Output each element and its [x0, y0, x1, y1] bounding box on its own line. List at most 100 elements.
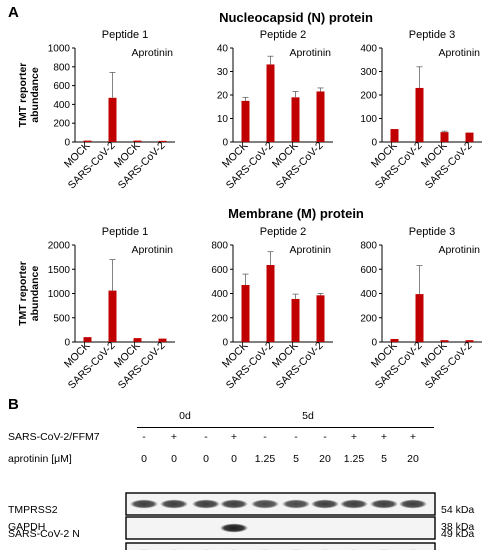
- y-tick-label: 1000: [48, 289, 71, 300]
- y-tick-label: 400: [360, 44, 377, 55]
- y-tick-label: 30: [217, 67, 229, 78]
- y-tick-label: 1500: [48, 265, 71, 276]
- bar-charts: Peptide 1Aprotinin02004006008001000MOCKS…: [17, 29, 482, 391]
- band-4: [220, 499, 248, 509]
- chart-title: Peptide 3: [409, 29, 455, 41]
- y-tick-label: 600: [53, 81, 70, 92]
- chart-annotation: Aprotinin: [439, 47, 481, 59]
- bar: [158, 338, 167, 342]
- bar: [390, 338, 399, 342]
- aprotinin-lane-2: 0: [171, 453, 177, 465]
- band-9: [370, 499, 398, 509]
- bar: [133, 338, 142, 342]
- row-title-n: Nucleocapsid (N) protein: [219, 10, 373, 25]
- band-4: [220, 523, 248, 533]
- y-tick-label: 800: [360, 241, 377, 252]
- bar: [108, 290, 117, 342]
- bar: [158, 140, 167, 142]
- y-tick-label: 0: [371, 338, 377, 349]
- chart-4: Peptide 1Aprotinin0500100015002000MOCKSA…: [17, 226, 175, 391]
- y-tick-label: 0: [371, 138, 377, 149]
- aprotinin-lane-5: 1.25: [254, 453, 276, 465]
- y-tick-label: 0: [64, 138, 70, 149]
- bar: [415, 294, 424, 342]
- band-8: [340, 499, 368, 509]
- y-tick-label: 40: [217, 44, 229, 55]
- band-1: [130, 499, 158, 509]
- infection-lane-6: -: [294, 431, 298, 443]
- infection-lane-3: -: [204, 431, 208, 443]
- y-axis-label: TMT reporterabundance: [17, 63, 41, 128]
- group-line-5d: [193, 427, 434, 428]
- chart-annotation: Aprotinin: [132, 47, 174, 59]
- y-tick-label: 400: [211, 289, 228, 300]
- infection-lane-8: +: [350, 431, 358, 443]
- y-tick-label: 0: [64, 338, 70, 349]
- chart-title: Peptide 1: [102, 226, 148, 238]
- infection-lane-4: +: [230, 431, 238, 443]
- band-label-n: SARS-CoV-2 N: [8, 528, 80, 540]
- aprotinin-lane-10: 20: [407, 453, 419, 465]
- aprotinin-lane-9: 5: [381, 453, 387, 465]
- band-3: [192, 499, 220, 509]
- y-tick-label: 200: [360, 313, 377, 324]
- y-tick-label: 0: [222, 138, 228, 149]
- band-2: [160, 499, 188, 509]
- blot-bands: [125, 492, 436, 550]
- bar: [83, 140, 92, 142]
- aprotinin-lane-6: 5: [293, 453, 299, 465]
- row-label-infection: SARS-CoV-2/FFM7: [8, 431, 100, 443]
- y-tick-label: 600: [360, 265, 377, 276]
- chart-1: Peptide 1Aprotinin02004006008001000MOCKS…: [17, 29, 175, 191]
- aprotinin-lane-3: 0: [203, 453, 209, 465]
- chart-annotation: Aprotinin: [290, 244, 332, 256]
- time-group-5d: 5d: [302, 410, 314, 422]
- bar: [241, 285, 250, 342]
- y-axis-label: TMT reporterabundance: [17, 261, 41, 326]
- band-10: [399, 499, 427, 509]
- y-tick-label: 800: [53, 62, 70, 73]
- western-blot: 0d 5d SARS-CoV-2/FFM7 aprotinin [μM] - + -…: [0, 400, 492, 550]
- infection-lane-2: +: [170, 431, 178, 443]
- chart-title: Peptide 2: [260, 29, 306, 41]
- bar: [83, 337, 92, 342]
- bar: [241, 100, 250, 142]
- band-6: [282, 499, 310, 509]
- y-axis-label-line: TMT reporter: [17, 63, 29, 128]
- blot-box: [125, 492, 436, 516]
- aprotinin-lane-7: 20: [319, 453, 331, 465]
- panel-b-label: B: [8, 396, 19, 413]
- y-tick-label: 100: [360, 114, 377, 125]
- y-tick-label: 800: [211, 241, 228, 252]
- y-tick-label: 300: [360, 67, 377, 78]
- chart-annotation: Aprotinin: [439, 244, 481, 256]
- aprotinin-lane-1: 0: [141, 453, 147, 465]
- infection-lane-1: -: [142, 431, 146, 443]
- chart-6: Peptide 3Aprotinin0200400600800MOCKSARS-…: [360, 226, 482, 391]
- panel-a-label: A: [8, 4, 19, 21]
- group-line-0d: [137, 427, 220, 428]
- bar: [390, 129, 399, 142]
- row-label-aprotinin: aprotinin [μM]: [8, 453, 72, 465]
- infection-lane-5: -: [263, 431, 267, 443]
- y-tick-label: 20: [217, 91, 229, 102]
- y-tick-label: 0: [222, 338, 228, 349]
- bar: [266, 265, 275, 342]
- y-tick-label: 2000: [48, 241, 71, 252]
- infection-lane-10: +: [409, 431, 417, 443]
- blot-box: [125, 516, 436, 540]
- bar: [266, 64, 275, 142]
- bar: [465, 132, 474, 142]
- chart-annotation: Aprotinin: [132, 244, 174, 256]
- y-tick-label: 1000: [48, 44, 71, 55]
- y-axis-label-line: abundance: [29, 266, 41, 322]
- infection-lane-9: +: [380, 431, 388, 443]
- bar: [291, 298, 300, 342]
- time-group-0d: 0d: [179, 410, 191, 422]
- infection-lane-7: -: [323, 431, 327, 443]
- bar: [465, 340, 474, 342]
- y-tick-label: 200: [53, 119, 70, 130]
- y-tick-label: 200: [360, 91, 377, 102]
- y-axis-label-line: TMT reporter: [17, 261, 29, 326]
- band-label-tmprss2: TMPRSS2: [8, 504, 58, 516]
